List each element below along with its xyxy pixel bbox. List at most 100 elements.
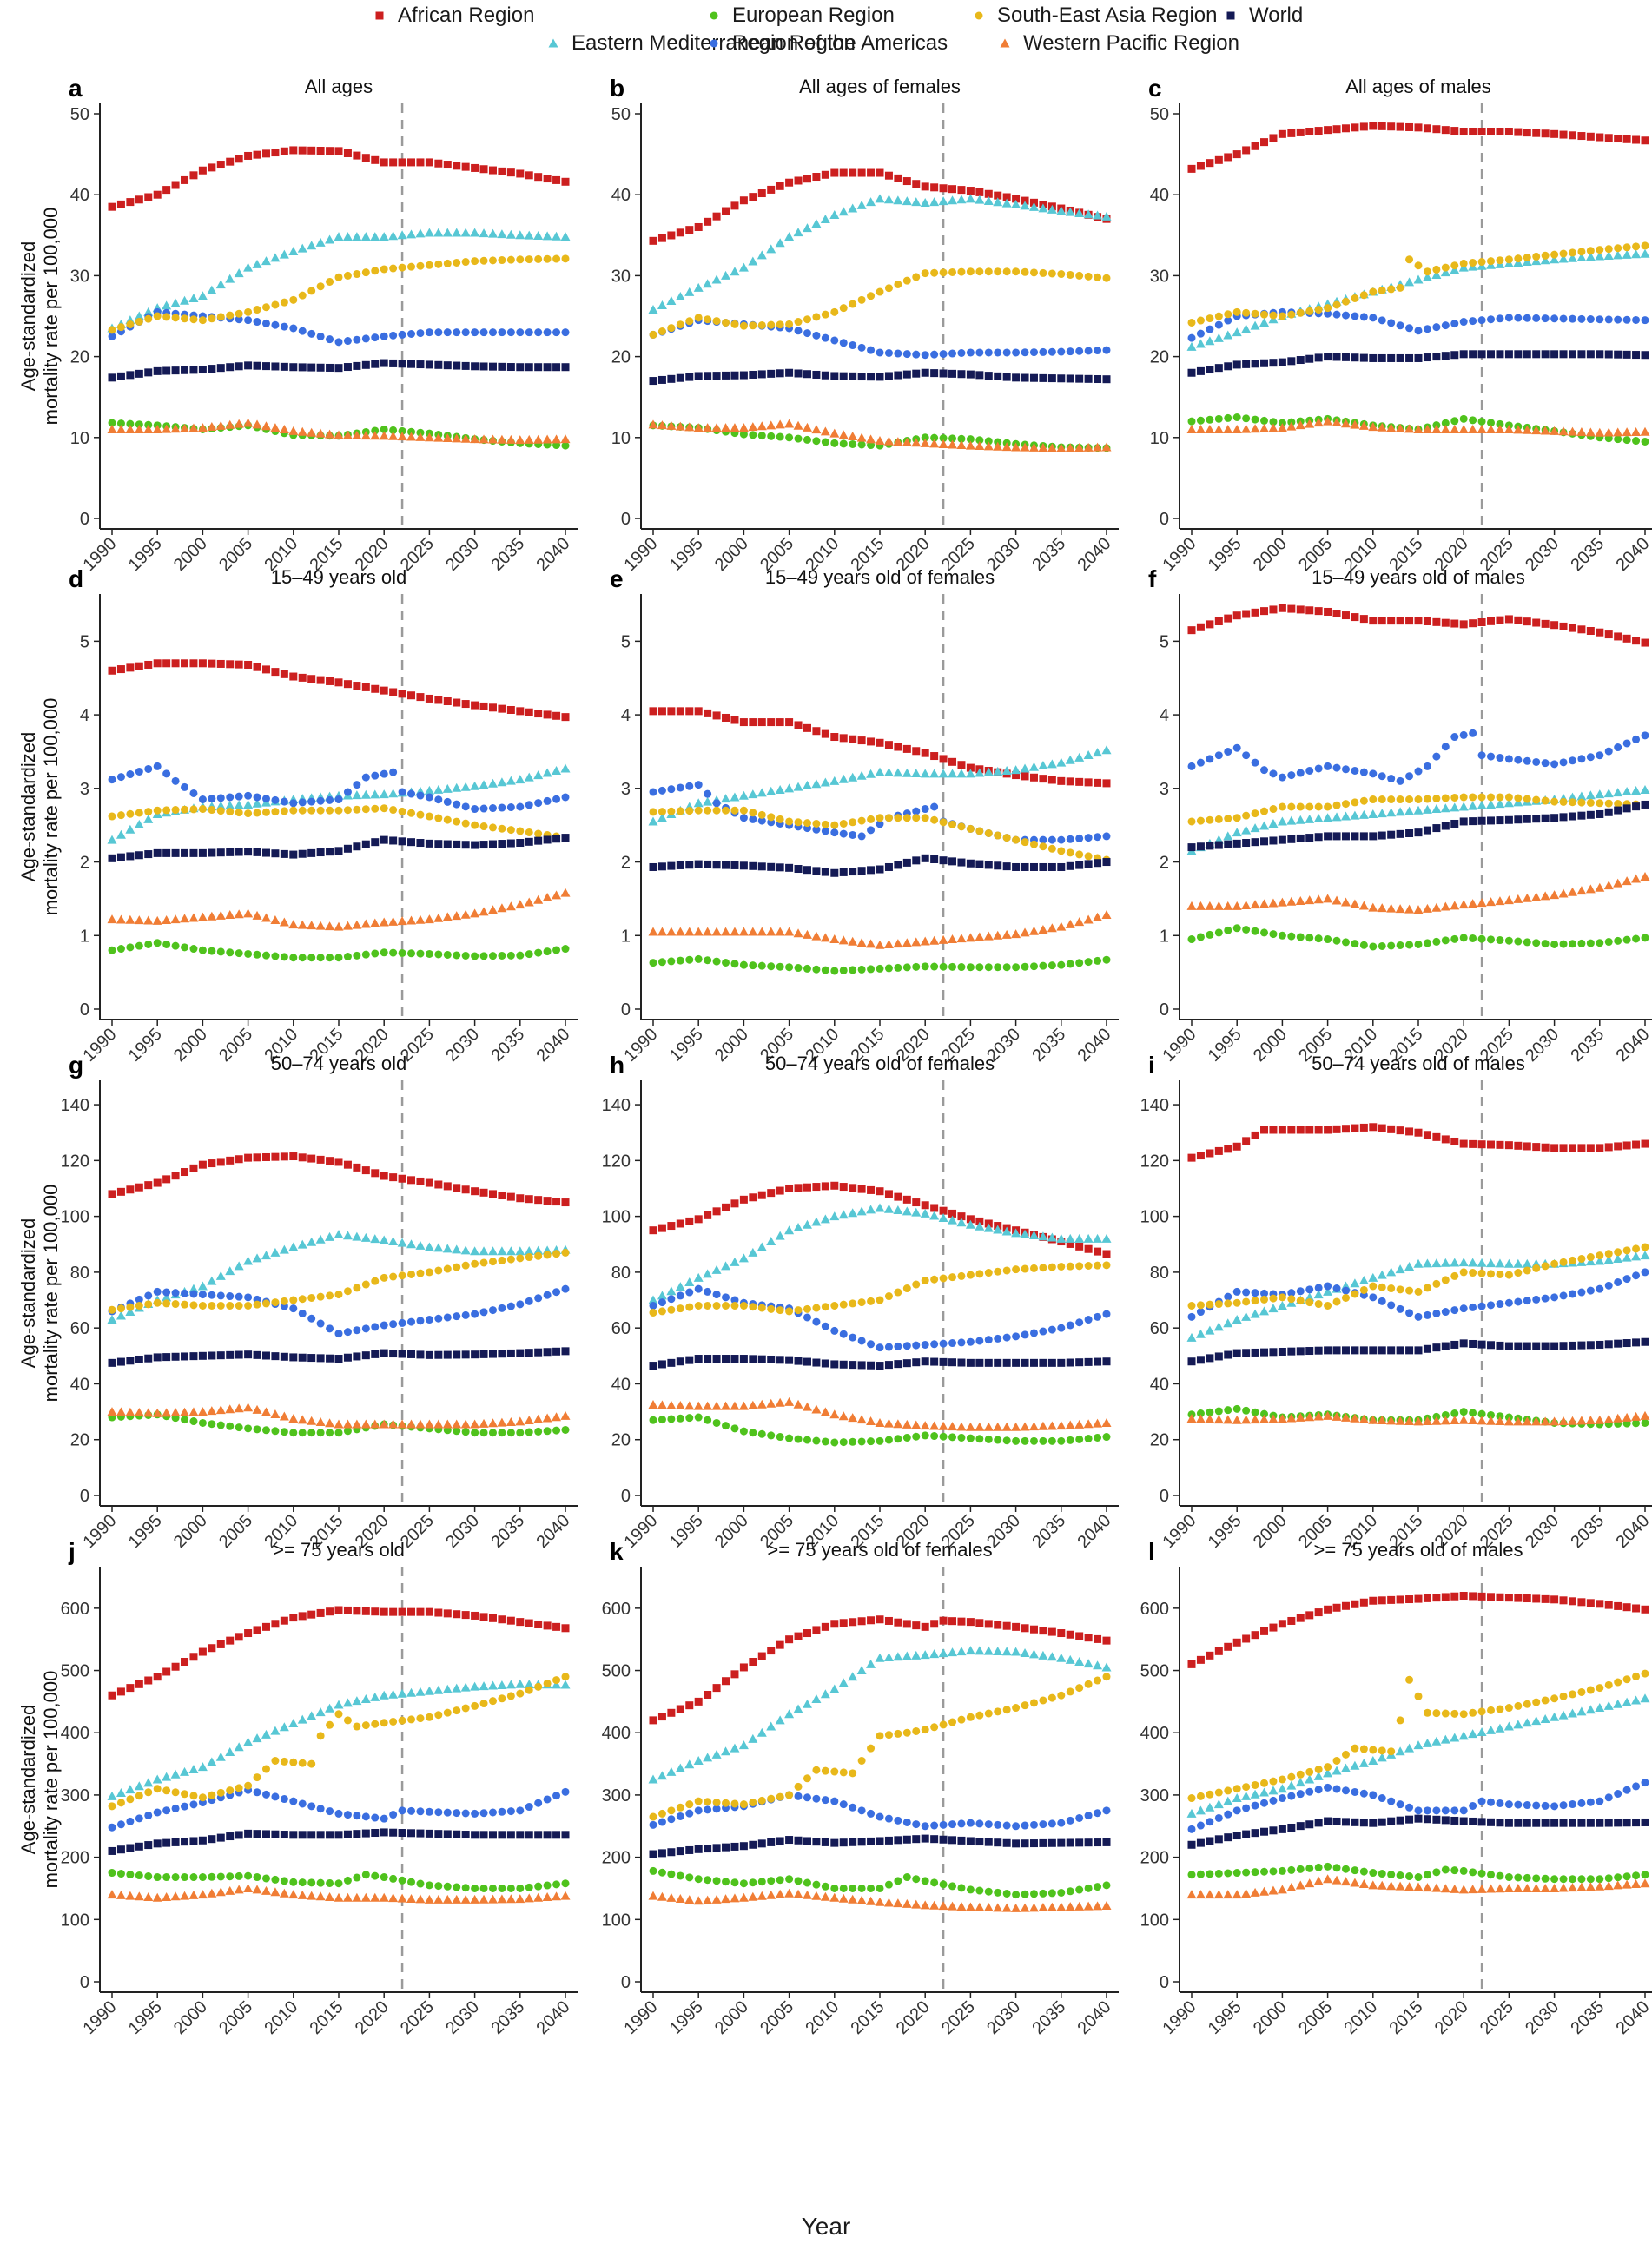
data-point <box>1368 902 1378 912</box>
data-point <box>739 1800 748 1809</box>
data-point <box>1187 1357 1196 1366</box>
data-point <box>334 1158 343 1166</box>
data-point <box>757 816 766 825</box>
data-point <box>1038 1231 1048 1241</box>
data-point <box>225 274 235 283</box>
data-point <box>453 698 461 707</box>
data-point <box>966 1618 975 1627</box>
y-tick-label: 300 <box>602 1786 631 1805</box>
data-point <box>1450 733 1459 742</box>
data-point <box>748 1400 758 1409</box>
data-point <box>353 842 361 851</box>
data-point <box>208 1644 216 1653</box>
data-point <box>1305 1864 1314 1872</box>
data-point <box>371 360 380 368</box>
data-point <box>948 1617 957 1626</box>
data-point <box>694 1413 703 1422</box>
data-point <box>984 1269 993 1277</box>
data-point <box>1195 1890 1206 1899</box>
data-point <box>994 1838 1002 1847</box>
y-tick-label: 60 <box>1150 1319 1169 1338</box>
data-point <box>884 1616 893 1625</box>
data-point <box>1514 314 1523 322</box>
data-point <box>1093 210 1103 220</box>
data-point <box>488 1350 497 1358</box>
data-point <box>389 1173 398 1182</box>
series-south-east-asia-region <box>1187 241 1649 327</box>
data-point <box>1613 1699 1623 1708</box>
data-point <box>397 1238 407 1247</box>
data-point <box>1278 129 1286 138</box>
data-point <box>488 1306 497 1315</box>
data-point <box>1075 347 1084 355</box>
data-point <box>993 1422 1003 1431</box>
data-point <box>479 1429 488 1437</box>
data-point <box>1223 1415 1233 1424</box>
data-point <box>289 363 298 372</box>
data-point <box>794 1877 803 1885</box>
data-point <box>812 313 821 321</box>
data-point <box>470 908 480 918</box>
data-point <box>649 1416 657 1424</box>
y-axis-label-line2: mortality rate per 100,000 <box>40 1185 62 1403</box>
data-point <box>821 1322 829 1330</box>
data-point <box>234 1261 244 1271</box>
data-point <box>516 951 525 960</box>
data-point <box>244 316 253 325</box>
data-point <box>1314 802 1323 811</box>
data-point <box>811 931 822 941</box>
data-point <box>298 954 307 962</box>
x-tick-label: 2040 <box>1613 534 1652 575</box>
panel-k: k >= 75 years old of females0100200300400… <box>602 1538 1119 2038</box>
data-point <box>1477 1707 1486 1716</box>
data-point <box>1459 128 1468 136</box>
data-point <box>1631 1251 1642 1261</box>
data-point <box>1405 122 1414 131</box>
data-point <box>533 434 544 444</box>
series-region-of-the-americas <box>108 1786 570 1832</box>
data-point <box>1083 1233 1094 1243</box>
data-point <box>516 1806 525 1815</box>
data-point <box>1432 617 1441 626</box>
data-point <box>1522 257 1532 267</box>
series-region-of-the-americas <box>1187 1779 1649 1833</box>
data-point <box>1206 314 1214 323</box>
data-point <box>685 707 694 716</box>
data-point <box>1196 1870 1205 1878</box>
x-tick-label: 2040 <box>533 534 574 575</box>
data-point <box>1269 1126 1278 1134</box>
data-point <box>325 429 335 439</box>
data-point <box>1559 314 1568 323</box>
data-point <box>1251 1289 1259 1297</box>
data-point <box>1504 793 1513 802</box>
data-point <box>894 1729 902 1738</box>
data-point <box>1358 1878 1369 1888</box>
data-point <box>198 316 207 325</box>
data-point <box>389 1607 398 1616</box>
data-point <box>930 1432 939 1441</box>
x-tick-label: 2000 <box>711 534 752 575</box>
data-point <box>380 948 388 957</box>
data-point <box>326 677 334 685</box>
series-south-east-asia-region <box>1187 793 1649 826</box>
data-point <box>479 1350 488 1358</box>
data-point <box>1286 815 1297 825</box>
data-point <box>1596 1819 1604 1827</box>
data-point <box>326 1324 334 1333</box>
data-point <box>561 1284 570 1293</box>
data-point <box>857 440 866 449</box>
series-region-of-the-americas <box>108 1284 570 1338</box>
data-point <box>884 1361 893 1370</box>
data-point <box>1314 1786 1323 1794</box>
data-point <box>215 1887 226 1897</box>
data-point <box>1585 790 1596 800</box>
data-point <box>398 1174 406 1183</box>
data-point <box>749 1303 757 1311</box>
data-point <box>867 1340 876 1349</box>
data-point <box>1232 150 1241 159</box>
data-point <box>1029 962 1038 971</box>
data-point <box>407 1270 416 1278</box>
data-point <box>1432 1279 1441 1288</box>
data-point <box>965 1902 975 1911</box>
data-point <box>461 328 470 337</box>
